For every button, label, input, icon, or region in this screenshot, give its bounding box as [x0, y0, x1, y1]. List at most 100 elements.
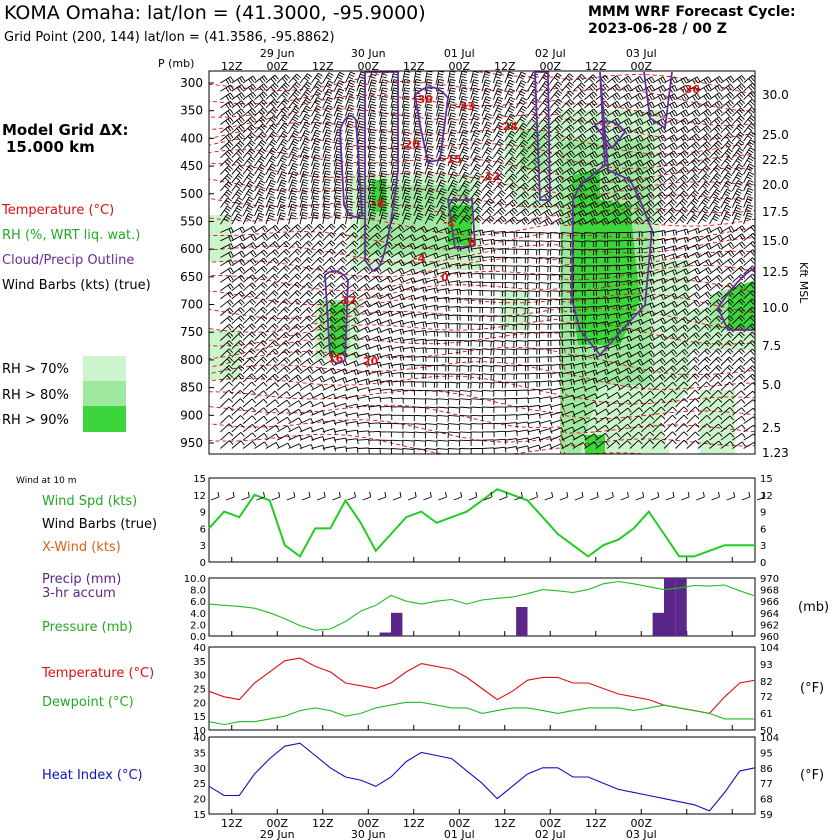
wind-barb-1729 — [231, 373, 245, 383]
wind-barb-645 — [458, 180, 471, 192]
wind-barb-698 — [515, 191, 530, 200]
wind-barb-169 — [504, 96, 516, 109]
wind-barb-668 — [720, 180, 733, 192]
wind-barb-399 — [390, 137, 399, 150]
wind10-barb-2 — [241, 491, 250, 501]
wind-barb-1537 — [231, 340, 245, 350]
wind-barb-1560 — [493, 348, 506, 356]
wind-barb-309 — [458, 121, 469, 133]
wind-barb-824 — [310, 212, 320, 225]
wind-barb-638 — [379, 178, 388, 192]
wind10-barb-15 — [438, 491, 447, 501]
wind-barb-547 — [436, 162, 446, 175]
temp-label-6: 6 — [468, 236, 476, 249]
wind-barb-486 — [288, 154, 299, 167]
wind-barb-49 — [231, 84, 246, 93]
wind-barb-1626 — [697, 348, 711, 358]
wind-barb-1784 — [311, 384, 325, 391]
wind-barb-1480 — [675, 324, 689, 333]
wind-barb-752 — [584, 201, 598, 210]
wind-barb-432 — [220, 149, 234, 159]
wind-barb-2128 — [402, 448, 415, 454]
wind-panel-ytick-5: 15 — [193, 474, 206, 485]
wind-barb-1517 — [550, 339, 563, 346]
wind-barb-327 — [663, 126, 678, 135]
wind-barb-2129 — [413, 448, 427, 454]
wind-barb-1272 — [493, 298, 506, 306]
wind-barb-2008 — [675, 414, 689, 424]
wind-barb-1627 — [709, 348, 723, 358]
wind-barb-646 — [470, 180, 483, 192]
dewpoint-label: Dewpoint (°C) — [42, 695, 134, 710]
wind-barb-154 — [333, 96, 344, 109]
temp-panel-ytick-6: 40 — [193, 643, 206, 654]
wind-barb-1796 — [447, 389, 461, 397]
wind-barb-554 — [515, 165, 529, 175]
wind-barb-772 — [265, 204, 276, 217]
wind-barb-177 — [595, 100, 609, 109]
wind10-barb-25 — [590, 491, 599, 501]
wind-barb-249 — [322, 112, 333, 125]
top-date-label-2: 01 Jul — [444, 47, 475, 60]
rh90-label: RH > 90% — [2, 413, 69, 428]
wind-barb-353 — [413, 128, 422, 142]
grid-point-subtitle: Grid Point (200, 144) lat/lon = (41.3586… — [4, 30, 335, 45]
wind-barb-1800 — [493, 389, 506, 397]
wind-barb-2053 — [640, 423, 655, 433]
wind-barb-199 — [299, 105, 312, 117]
wind-barb-50 — [242, 83, 257, 92]
wind-barb-2154 — [697, 440, 712, 449]
top-hour-label-0: 12Z — [221, 60, 243, 73]
wind-barb-11 — [345, 71, 356, 84]
wind-barb-1087 — [572, 265, 586, 272]
wind-barb-420 — [629, 143, 644, 152]
wind-barb-1668 — [629, 358, 644, 366]
wind-barb-1793 — [413, 389, 427, 397]
wind-barb-2055 — [663, 423, 677, 433]
wind-barb-738 — [424, 196, 435, 208]
wind-barb-1917 — [732, 398, 746, 408]
wind-barb-96 — [220, 92, 234, 101]
wind-barb-799 — [572, 209, 587, 218]
wind-barb-387 — [254, 139, 267, 150]
wind-barb-322 — [606, 126, 621, 135]
wind-barb-665 — [686, 181, 700, 192]
wind-barb-572 — [720, 164, 733, 175]
wind-barb-1879 — [299, 400, 314, 408]
precip-panel-ytick-4: 8.0 — [190, 586, 206, 597]
wind-barb-1155 — [254, 274, 268, 283]
wind-barb-1732 — [265, 373, 279, 383]
wind-barb-512 — [584, 159, 598, 168]
wind-barb-430 — [743, 139, 755, 150]
temp-panel-frame — [208, 646, 756, 731]
temp-label-m15: -15 — [442, 153, 462, 166]
wind-barb-1042 — [607, 256, 620, 263]
wind-barb-659 — [618, 184, 632, 193]
wind-barb-1172 — [447, 280, 461, 287]
wind-barb-1974 — [288, 417, 303, 424]
wind-barb-1918 — [743, 399, 755, 408]
wind-barb-1935 — [391, 414, 404, 421]
wind-barb-1779 — [254, 381, 268, 391]
wind-barb-366 — [561, 133, 575, 142]
pressure-tick-650: 650 — [180, 270, 203, 284]
temp-panel-y2tick-5: 104 — [760, 643, 779, 654]
wind-barb-1153 — [231, 274, 245, 283]
wind-barb-2032 — [402, 431, 415, 439]
wind-barb-1369 — [504, 315, 518, 323]
wind-barb-225 — [595, 108, 610, 118]
wind-barb-680 — [310, 187, 320, 200]
wind-barb-1907 — [618, 399, 632, 408]
wind-barb-125 — [549, 89, 563, 100]
wind-barb-1527 — [663, 333, 678, 341]
precip-panel-ytick-3: 6.0 — [190, 597, 206, 608]
wind-barb-1092 — [629, 263, 644, 270]
wind-barb-1810 — [606, 384, 621, 391]
wind-barb-1815 — [663, 381, 677, 391]
wind-barb-113 — [413, 87, 422, 100]
wind-barb-1329 — [595, 305, 609, 312]
wind-barb-2146 — [606, 440, 621, 449]
wind-barb-1393 — [231, 315, 245, 325]
wind-barb-1860 — [629, 391, 644, 400]
wind-barb-855 — [663, 215, 677, 225]
